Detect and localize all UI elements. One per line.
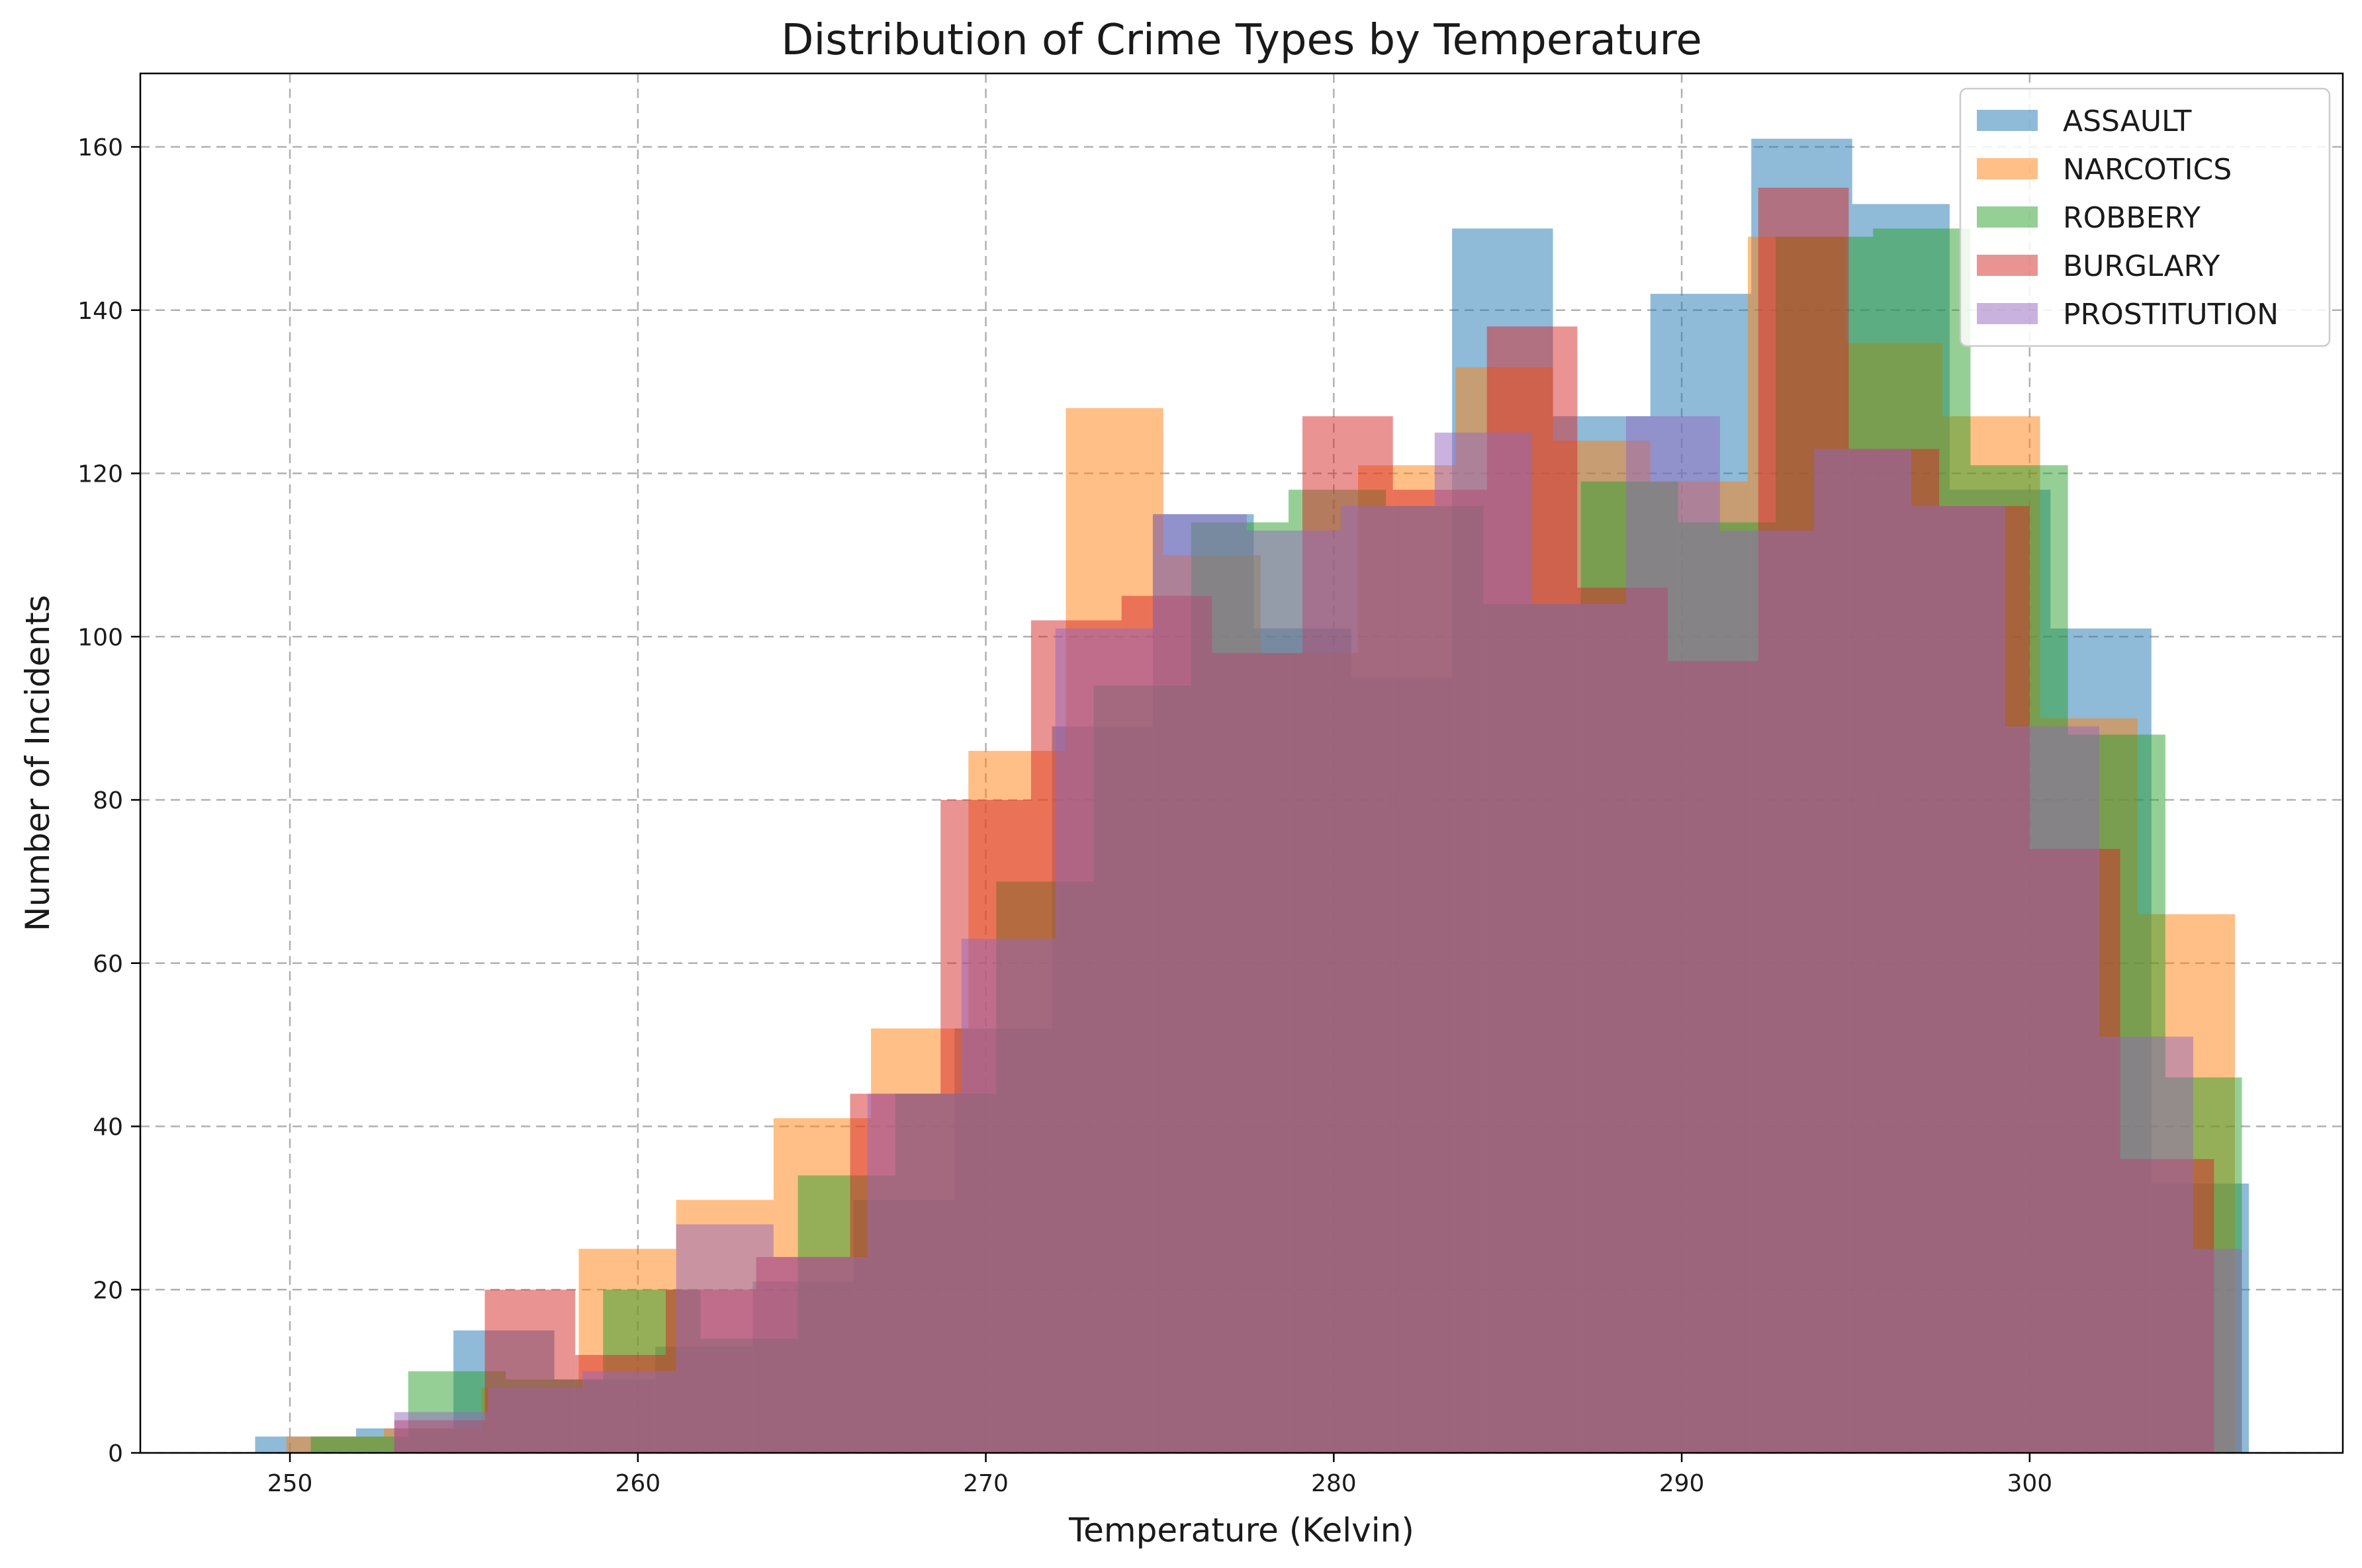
y-tick-label: 20 — [93, 1277, 123, 1304]
legend-swatch-prostitution — [1977, 303, 2038, 324]
bar-prostitution — [1152, 514, 1247, 1453]
y-axis-label: Number of Incidents — [19, 595, 57, 932]
bar-prostitution — [394, 1412, 488, 1453]
bar-prostitution — [2193, 1248, 2242, 1453]
bar-robbery — [310, 1436, 408, 1453]
legend-label-burglary: BURGLARY — [2063, 249, 2220, 283]
bar-prostitution — [1434, 432, 1533, 1453]
y-tick-label: 140 — [77, 298, 123, 325]
ticks-layer: 250 260 270 280 290 300 0 20 40 60 80 100 120 140 160 — [77, 134, 2052, 1497]
chart-title: Distribution of Crime Types by Temperatu… — [781, 16, 1702, 65]
bar-prostitution — [1055, 628, 1153, 1453]
legend-box — [1959, 87, 2331, 347]
y-tick-label: 120 — [77, 461, 123, 488]
legend-label-prostitution: PROSTITUTION — [2063, 298, 2279, 331]
bar-prostitution — [2099, 1036, 2193, 1453]
legend-swatch-narcotics — [1977, 158, 2038, 179]
x-tick-label: 300 — [2007, 1470, 2052, 1497]
y-tick-label: 80 — [93, 787, 123, 814]
legend-swatch-burglary — [1977, 255, 2038, 276]
legend-label-assault: ASSAULT — [2063, 105, 2192, 138]
x-tick-label: 260 — [615, 1470, 660, 1497]
y-tick-label: 0 — [108, 1440, 123, 1467]
x-tick-label: 280 — [1311, 1470, 1357, 1497]
bar-prostitution — [1719, 530, 1814, 1453]
y-tick-label: 40 — [93, 1114, 123, 1141]
bar-prostitution — [1813, 449, 1912, 1453]
bar-prostitution — [1911, 505, 2006, 1453]
bar-prostitution — [1246, 530, 1341, 1453]
bar-prostitution — [582, 1371, 676, 1453]
bar-prostitution — [488, 1387, 582, 1453]
legend-label-narcotics: NARCOTICS — [2063, 153, 2232, 187]
y-tick-label: 160 — [77, 134, 123, 161]
x-axis-label: Temperature (Kelvin) — [1068, 1511, 1414, 1549]
bar-prostitution — [1625, 416, 1720, 1453]
x-tick-label: 270 — [963, 1470, 1009, 1497]
series-prostitution — [394, 416, 2242, 1453]
y-tick-label: 100 — [77, 624, 123, 651]
bar-prostitution — [676, 1224, 774, 1453]
bar-prostitution — [1532, 603, 1626, 1453]
bar-prostitution — [773, 1256, 868, 1453]
bars-layer — [255, 138, 2249, 1454]
legend-swatch-assault — [1977, 110, 2038, 131]
y-tick-label: 60 — [93, 951, 123, 978]
axes-frame — [139, 72, 2344, 1454]
x-tick-label: 290 — [1659, 1470, 1705, 1497]
legend: ASSAULT NARCOTICS ROBBERY BURGLARY PROSTITUT… — [1959, 87, 2331, 347]
legend-swatch-robbery — [1977, 206, 2038, 228]
bar-prostitution — [961, 938, 1056, 1453]
x-tick-label: 250 — [267, 1470, 313, 1497]
bar-prostitution — [1340, 505, 1435, 1453]
bar-prostitution — [2005, 726, 2099, 1453]
legend-label-robbery: ROBBERY — [2063, 201, 2201, 235]
bar-prostitution — [867, 1094, 962, 1453]
